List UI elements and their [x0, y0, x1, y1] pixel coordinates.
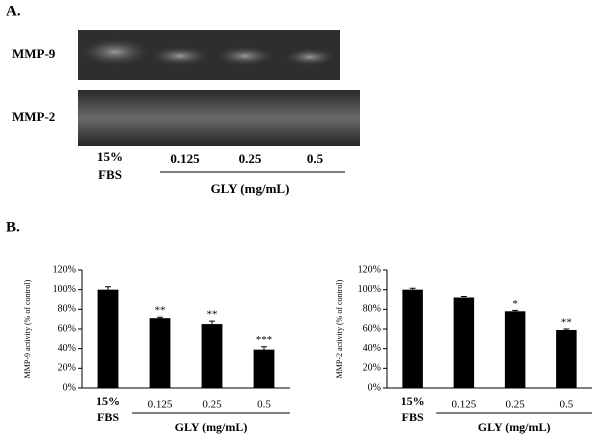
panel-label: B.: [6, 219, 20, 235]
y-tick-label: 60%: [363, 323, 381, 334]
y-tick-label: 60%: [58, 323, 76, 334]
x-tick-label: 0.25: [202, 399, 222, 411]
y-tick-label: 0%: [368, 382, 381, 393]
gel-label: MMP-2: [12, 109, 55, 124]
error-bar: [460, 296, 467, 299]
gel-label: MMP-9: [12, 46, 56, 61]
y-tick-label: 20%: [58, 363, 76, 374]
significance-label: **: [561, 317, 572, 329]
error-bar: [261, 346, 267, 353]
y-axis-title: MMP-2 activity (% of control): [335, 279, 344, 378]
y-tick-label: 20%: [363, 363, 381, 374]
gel-band: [284, 48, 336, 66]
significance-label: *: [512, 298, 518, 310]
y-tick-label: 120%: [358, 264, 381, 275]
x-tick-label: 0.5: [257, 399, 271, 411]
error-bar: [512, 309, 519, 313]
bar: [402, 289, 423, 388]
bar: [453, 297, 475, 388]
bar: [253, 349, 275, 388]
gel-image: [78, 90, 360, 146]
bar: [556, 329, 577, 388]
group-label: GLY (mg/mL): [175, 420, 248, 434]
error-bar: [563, 328, 570, 331]
panel-label: A.: [6, 3, 21, 19]
x-tick-label: 15% FBS: [96, 394, 120, 424]
bar: [149, 318, 171, 388]
y-tick-label: 40%: [58, 343, 76, 354]
group-label: GLY (mg/mL): [478, 420, 551, 434]
significance-label: ***: [256, 334, 273, 346]
error-bar: [209, 320, 215, 328]
x-tick-label: 0.5: [560, 399, 574, 411]
gel-band: [150, 46, 210, 66]
y-tick-label: 80%: [363, 304, 381, 315]
lane-label: 15% FBS: [97, 149, 123, 182]
x-tick-label: 0.125: [452, 399, 477, 411]
lane-label: 0.125: [170, 151, 200, 166]
y-tick-label: 0%: [63, 382, 76, 393]
bar: [97, 289, 119, 388]
error-bar: [105, 286, 111, 293]
y-tick-label: 40%: [363, 343, 381, 354]
group-label: GLY (mg/mL): [211, 181, 290, 196]
y-tick-label: 120%: [53, 264, 76, 275]
x-tick-label: 0.125: [148, 399, 173, 411]
error-bar: [409, 287, 416, 292]
gel-band: [79, 38, 151, 66]
y-tick-label: 100%: [53, 284, 76, 295]
lane-label: 0.5: [307, 151, 324, 166]
bar: [201, 324, 223, 388]
lane-label: 0.25: [239, 151, 262, 166]
significance-label: **: [207, 309, 218, 321]
error-bar: [157, 316, 163, 320]
gel-band: [215, 46, 275, 66]
x-tick-label: 15% FBS: [401, 394, 425, 424]
y-axis-title: MMP-9 activity (% of control): [23, 279, 32, 378]
y-tick-label: 100%: [358, 284, 381, 295]
bar: [504, 311, 526, 388]
y-tick-label: 80%: [58, 304, 76, 315]
significance-label: **: [155, 305, 166, 317]
x-tick-label: 0.25: [506, 399, 526, 411]
